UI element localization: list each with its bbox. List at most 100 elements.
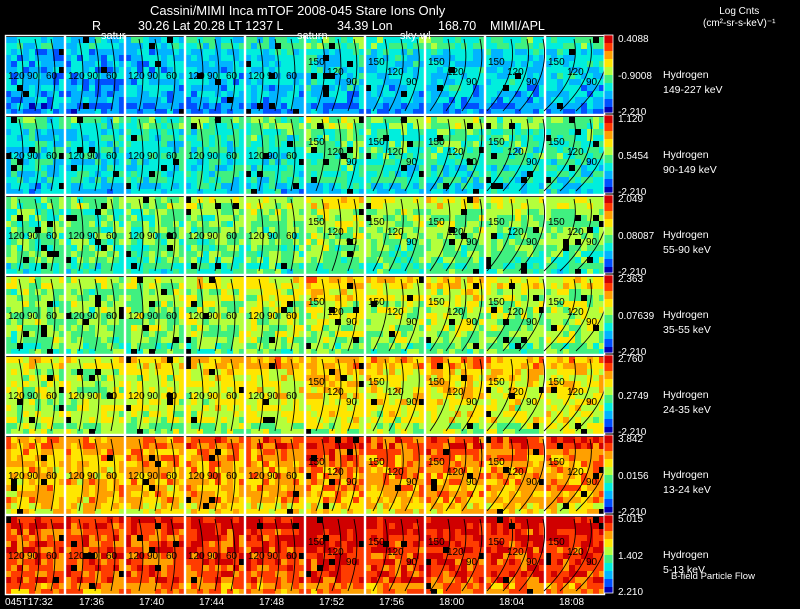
heatmap-cell — [83, 197, 89, 203]
heatmap-cell — [11, 67, 17, 73]
heatmap-cell — [293, 147, 299, 153]
heatmap-cell — [233, 343, 239, 349]
heatmap-cell — [5, 189, 11, 195]
heatmap-cell — [593, 67, 599, 73]
heatmap-cell — [215, 337, 221, 343]
heatmap-cell — [161, 183, 167, 189]
heatmap-cell — [371, 43, 377, 49]
heatmap-cell — [149, 97, 155, 103]
heatmap-cell — [491, 129, 497, 135]
heatmap-cell — [29, 203, 35, 209]
heatmap-cell — [215, 49, 221, 55]
heatmap-cell — [161, 73, 167, 79]
heatmap-cell — [89, 189, 95, 195]
heatmap-cell — [401, 73, 407, 79]
heatmap-cell — [371, 245, 377, 251]
heatmap-cell — [593, 159, 599, 165]
heatmap-cell — [269, 245, 275, 251]
heatmap-cell — [575, 283, 581, 289]
heatmap-cell — [173, 109, 179, 115]
heatmap-cell — [479, 159, 485, 165]
heatmap-cell — [29, 183, 35, 189]
heatmap-cell — [239, 189, 245, 195]
heatmap-cell — [593, 117, 599, 123]
heatmap-cell — [443, 109, 449, 115]
heatmap-cell — [329, 215, 335, 221]
heatmap-cell — [431, 319, 437, 325]
heatmap-cell — [377, 67, 383, 73]
heatmap-cell — [539, 117, 545, 123]
heatmap-cell — [437, 197, 443, 203]
heatmap-cell — [47, 197, 53, 203]
heatmap-cell — [575, 165, 581, 171]
heatmap-cell — [29, 301, 35, 307]
heatmap-cell — [371, 233, 377, 239]
heatmap-cell — [341, 141, 347, 147]
heatmap-cell — [443, 43, 449, 49]
heatmap-cell — [389, 283, 395, 289]
heatmap-cell — [443, 123, 449, 129]
heatmap-cell — [551, 343, 557, 349]
heatmap-cell — [119, 55, 125, 61]
heatmap-cell — [197, 159, 203, 165]
heatmap-cell — [41, 209, 47, 215]
heatmap-cell — [509, 129, 515, 135]
heatmap-cell — [359, 109, 365, 115]
heatmap-cell — [347, 153, 353, 159]
heatmap-cell — [413, 43, 419, 49]
heatmap-cell — [23, 43, 29, 49]
heatmap-cell — [311, 135, 317, 141]
heatmap-cell — [239, 97, 245, 103]
heatmap-cell — [29, 141, 35, 147]
heatmap-cell — [251, 245, 257, 251]
heatmap-cell — [575, 289, 581, 295]
heatmap-cell — [215, 147, 221, 153]
heatmap-cell — [23, 239, 29, 245]
heatmap-cell — [287, 117, 293, 123]
heatmap-cell — [263, 283, 269, 289]
heatmap-cell — [431, 197, 437, 203]
heatmap-cell — [269, 165, 275, 171]
heatmap-cell — [557, 141, 563, 147]
heatmap-cell — [89, 55, 95, 61]
heatmap-cell — [47, 117, 53, 123]
heatmap-cell — [377, 103, 383, 109]
heatmap-cell — [11, 123, 17, 129]
heatmap-cell — [353, 171, 359, 177]
heatmap-cell — [407, 283, 413, 289]
heatmap-cell — [551, 233, 557, 239]
heatmap-cell — [77, 129, 83, 135]
heatmap-cell — [533, 79, 539, 85]
heatmap-cell — [29, 233, 35, 239]
heatmap-cell — [269, 289, 275, 295]
heatmap-cell — [239, 141, 245, 147]
heatmap-cell — [371, 319, 377, 325]
heatmap-cell — [533, 135, 539, 141]
heatmap-cell — [533, 49, 539, 55]
heatmap-cell — [227, 159, 233, 165]
heatmap-cell — [419, 109, 425, 115]
heatmap-cell — [215, 183, 221, 189]
heatmap-cell — [77, 91, 83, 97]
heatmap-cell — [491, 313, 497, 319]
heatmap-cell — [161, 171, 167, 177]
heatmap-cell — [431, 117, 437, 123]
heatmap-cell — [467, 141, 473, 147]
heatmap-cell — [569, 61, 575, 67]
heatmap-cell — [323, 197, 329, 203]
heatmap-cell — [311, 277, 317, 283]
heatmap-cell — [107, 189, 113, 195]
heatmap-cell — [467, 153, 473, 159]
heatmap-cell — [41, 129, 47, 135]
heatmap-cell — [293, 283, 299, 289]
heatmap-cell — [437, 109, 443, 115]
heatmap-cell — [473, 209, 479, 215]
heatmap-cell — [191, 49, 197, 55]
heatmap-cell — [401, 147, 407, 153]
heatmap-cell — [497, 209, 503, 215]
heatmap-cell — [41, 183, 47, 189]
heatmap-cell — [149, 123, 155, 129]
heatmap-cell — [551, 183, 557, 189]
heatmap-cell — [257, 129, 263, 135]
heatmap-cell — [371, 73, 377, 79]
